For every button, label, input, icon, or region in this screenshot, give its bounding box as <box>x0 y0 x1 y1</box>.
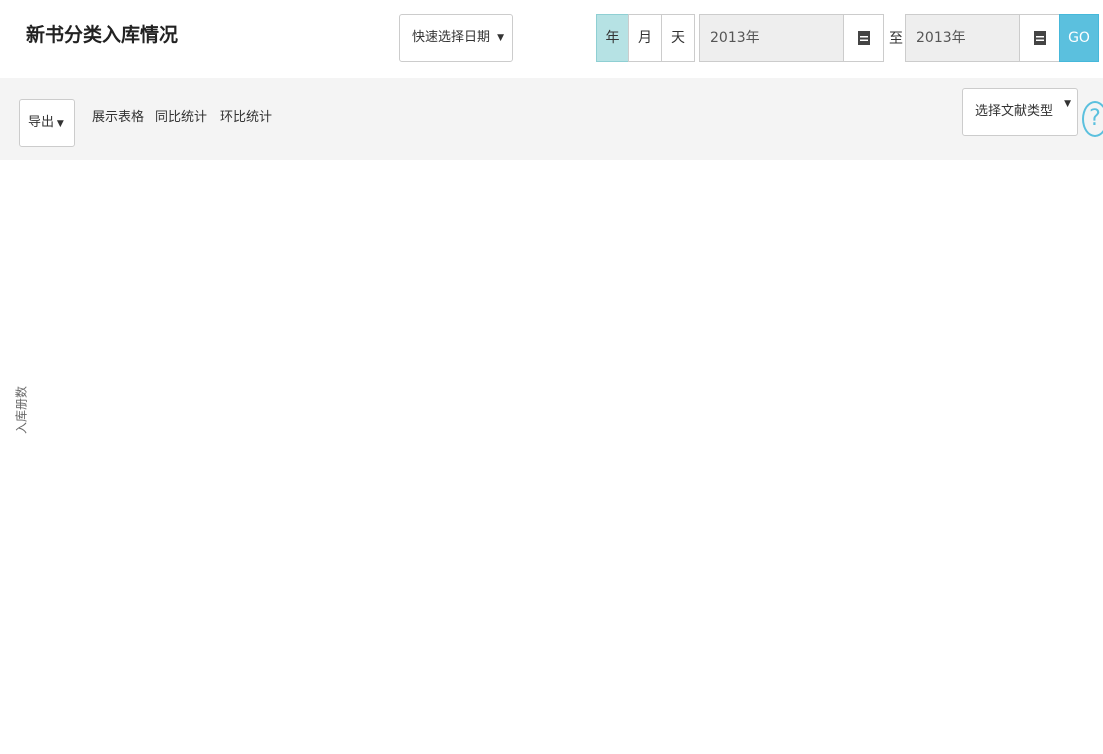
quick-date-text: 快速选择日期 <box>412 30 491 45</box>
toolbar-link[interactable]: 环比统计 <box>220 110 273 125</box>
calendar-icon <box>1033 31 1046 45</box>
quick-date-select[interactable]: 快速选择日期 ▼ <box>399 14 513 62</box>
y-axis-title: 入库册数 <box>14 386 29 434</box>
to-label: 至 <box>889 31 903 47</box>
calendar-button[interactable]: 02500500075001000012500ABCDEFGHIJKNOPQRS… <box>843 14 1103 558</box>
page-title: 新书分类入库情况 <box>26 24 179 46</box>
go-button[interactable]: GO <box>1059 14 1099 62</box>
export-text: 导出 <box>28 115 55 130</box>
toolbar-link[interactable]: 展示表格 <box>92 110 145 125</box>
doc-type-text: 选择文献类型 <box>975 104 1054 119</box>
caret: ▼ <box>497 33 504 43</box>
doc-type-select[interactable]: 选择文献类型 ▼ <box>962 88 1078 136</box>
calendar-button[interactable] <box>1019 14 1060 62</box>
start-input[interactable]: 2013年 <box>699 14 844 62</box>
unit-button[interactable]: 月 <box>628 14 662 62</box>
chart: 入库册数 <box>14 386 29 434</box>
unit-button[interactable]: 天 <box>661 14 695 62</box>
toolbar <box>0 78 1103 160</box>
export-button[interactable]: 导出 ▼ <box>19 99 75 147</box>
unit-button[interactable]: 年 <box>596 14 629 62</box>
end-input[interactable]: 2013年 <box>905 14 1020 62</box>
help-icon[interactable]: ? <box>1082 101 1103 137</box>
toolbar-link[interactable]: 同比统计 <box>155 110 208 125</box>
calendar-icon: 02500500075001000012500ABCDEFGHIJKNOPQRS… <box>857 31 1103 558</box>
